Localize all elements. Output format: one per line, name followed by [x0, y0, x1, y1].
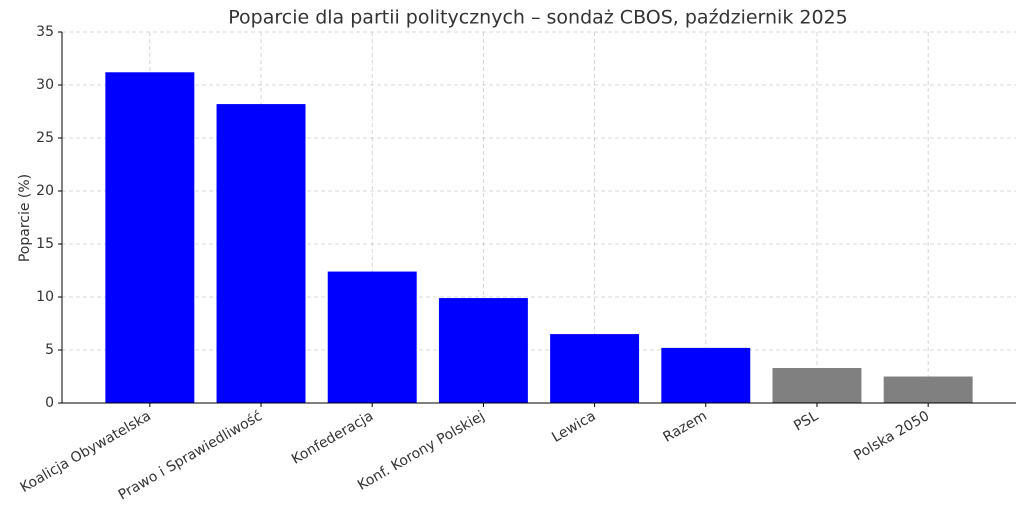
- x-tick-label: Lewica: [549, 408, 598, 446]
- bar: [883, 376, 973, 403]
- y-axis-label: Poparcie (%): [17, 174, 33, 262]
- chart-title: Poparcie dla partii politycznych – sonda…: [228, 7, 847, 29]
- x-tick-label: Konfederacja: [289, 408, 376, 468]
- y-tick-label: 35: [36, 24, 54, 40]
- bar: [661, 347, 751, 403]
- bar: [772, 368, 862, 403]
- x-tick-label: Polska 2050: [851, 408, 932, 464]
- x-tick-label: PSL: [791, 408, 821, 435]
- x-tick-label: Razem: [661, 408, 710, 446]
- y-tick-label: 15: [36, 236, 54, 252]
- bar: [105, 72, 195, 403]
- bar: [327, 271, 417, 403]
- y-tick-label: 10: [36, 289, 54, 305]
- y-tick-label: 30: [36, 77, 54, 93]
- bar: [550, 334, 640, 403]
- y-tick-label: 0: [45, 395, 54, 411]
- y-tick-label: 20: [36, 183, 54, 199]
- y-tick-label: 5: [45, 342, 54, 358]
- bar: [438, 298, 528, 403]
- y-tick-label: 25: [36, 130, 54, 146]
- bar: [216, 104, 306, 403]
